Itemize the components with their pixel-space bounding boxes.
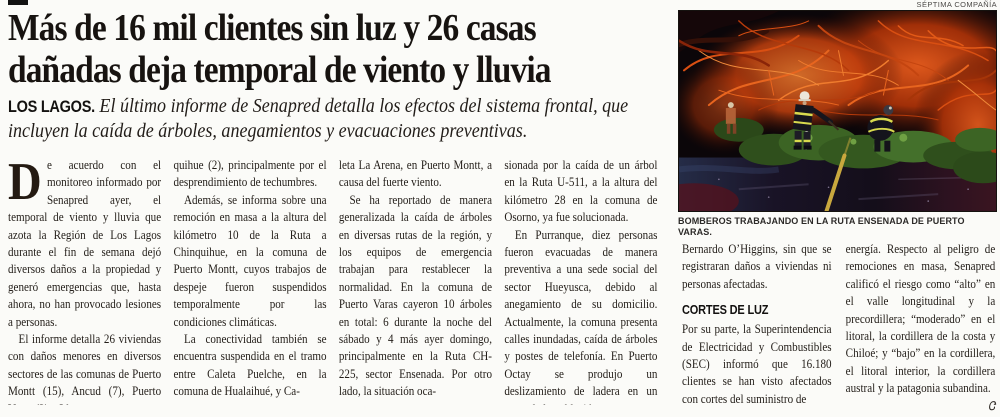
body-column-3: leta La Arena, en Puerto Montt, a causa …	[339, 157, 492, 405]
paragraph: leta La Arena, en Puerto Montt, a causa …	[338, 158, 492, 190]
paragraph: sionada por la caída de un árbol en la R…	[504, 158, 658, 225]
page-crop-mark	[8, 0, 28, 5]
photo-block: SÉPTIMA COMPAÑÍA	[678, 0, 997, 238]
paragraph: Se ha reportado de manera generalizada l…	[338, 192, 492, 399]
paragraph: energía. Respecto al peligro de remocion…	[845, 241, 996, 413]
article-right-columns: Bernardo O’Higgins, sin que se registrar…	[682, 241, 999, 415]
paragraph: En Purranque, diez personas fueron evacu…	[504, 227, 658, 405]
headline-line-2: dañadas deja temporal de viento y lluvia	[8, 49, 551, 91]
firefighter-left	[725, 102, 737, 134]
paragraph: La conectividad también se encuentra sus…	[173, 332, 327, 399]
deck-text: El último informe de Senapred detalla lo…	[8, 95, 629, 142]
drop-cap: D	[8, 157, 42, 211]
end-of-article-mark: Ꮳ	[987, 398, 996, 413]
paragraph: El informe detalla 26 viviendas con daño…	[8, 332, 162, 405]
firefighter-right	[867, 105, 895, 152]
section-subhead: CORTES DE LUZ	[682, 303, 769, 318]
photo-caption: BOMBEROS TRABAJANDO EN LA RUTA ENSENADA …	[678, 216, 965, 237]
body-column-4: sionada por la caída de un árbol en la R…	[504, 157, 657, 405]
paragraph: quihue (2), principalmente por el despre…	[173, 158, 327, 190]
article-deck: LOS LAGOS. El último informe de Senapred…	[8, 94, 679, 143]
night-storm-photo-illustration	[679, 11, 996, 211]
article-headline: Más de 16 mil clientes sin luz y 26 casa…	[8, 7, 677, 91]
paragraph: Por su parte, la Superintendencia de Ele…	[682, 322, 832, 406]
paragraph-text: e acuerdo con el monitoreo informado por…	[8, 158, 162, 329]
firefighter-center	[792, 91, 840, 150]
headline-line-1: Más de 16 mil clientes sin luz y 26 casa…	[8, 7, 537, 49]
photo-credit: SÉPTIMA COMPAÑÍA	[916, 0, 997, 9]
body-column-2: quihue (2), principalmente por el despre…	[173, 157, 326, 405]
article-photo	[678, 10, 997, 212]
body-column-6: energía. Respecto al peligro de remocion…	[846, 241, 996, 415]
paragraph: Bernardo O’Higgins, sin que se registrar…	[682, 242, 832, 291]
section-kicker: LOS LAGOS.	[8, 98, 95, 116]
paragraph: Además, se informa sobre una remoción en…	[173, 192, 327, 329]
body-column-5: Bernardo O’Higgins, sin que se registrar…	[682, 241, 832, 415]
paragraph-text: energía. Respecto al peligro de remocion…	[845, 242, 996, 396]
